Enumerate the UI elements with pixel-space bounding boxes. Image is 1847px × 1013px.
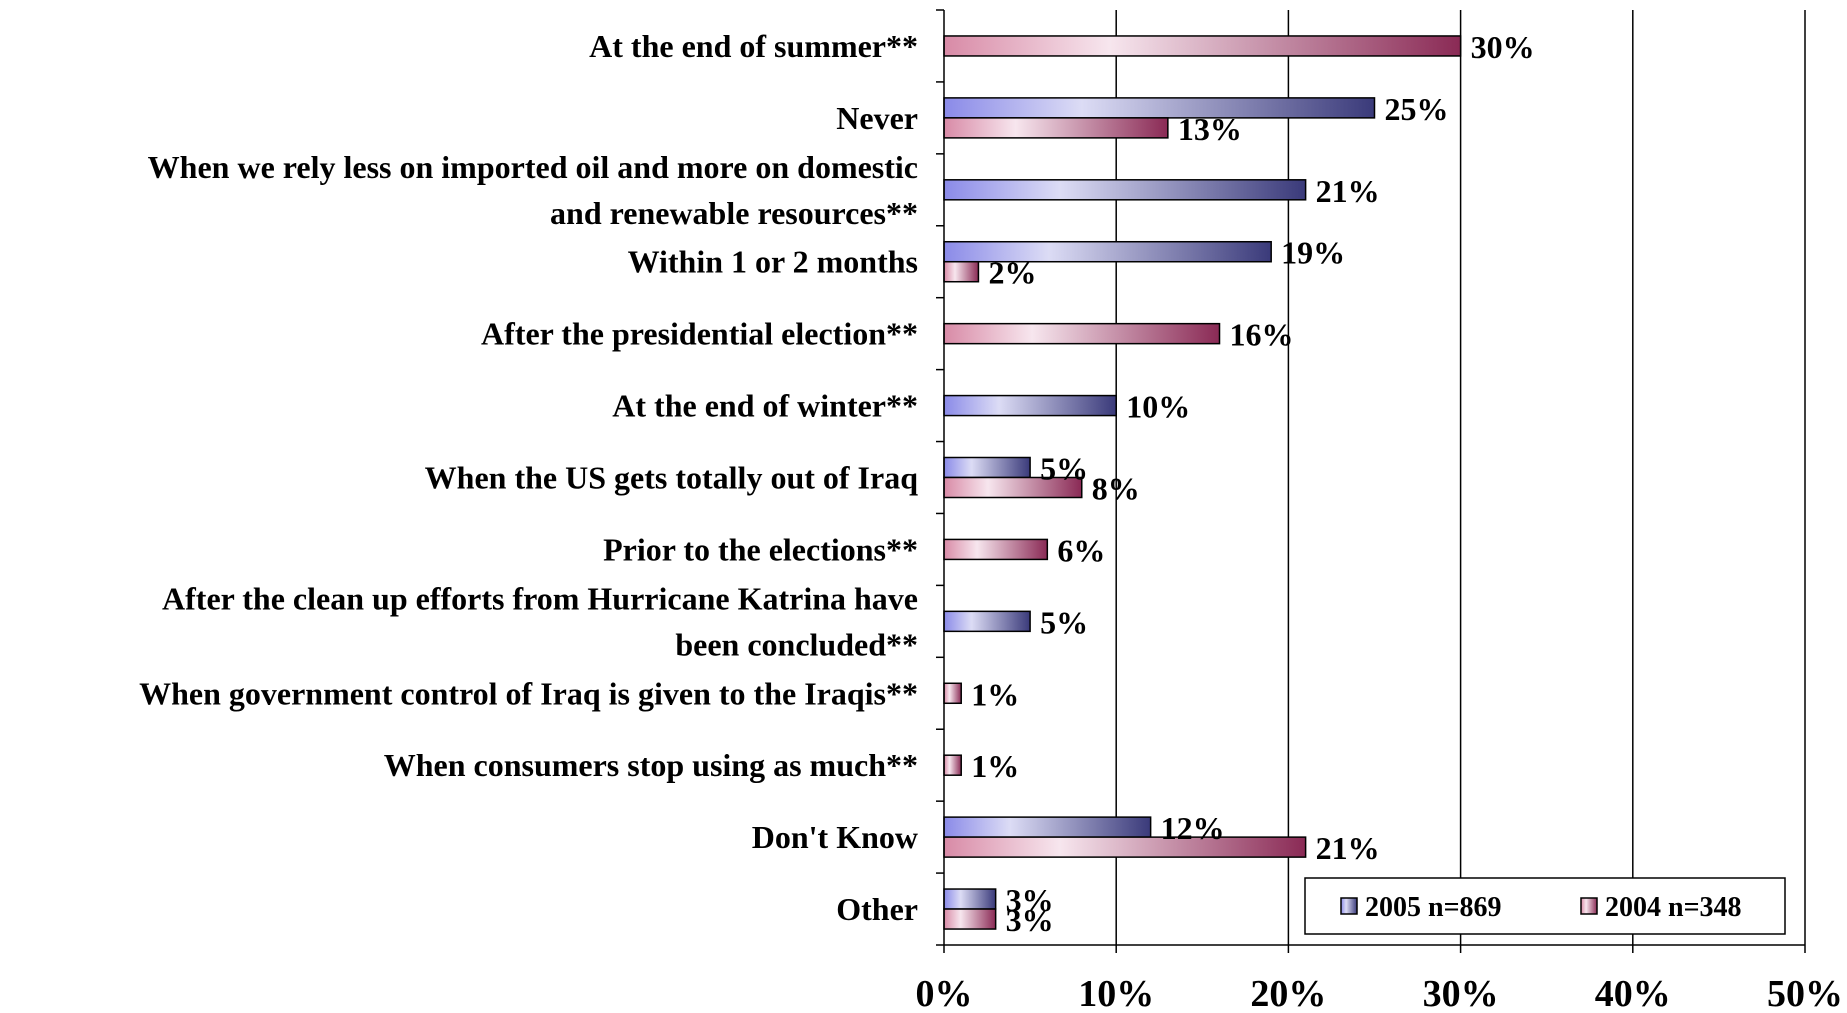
value-label: 16% bbox=[1230, 317, 1294, 353]
value-label: 8% bbox=[1092, 471, 1140, 507]
axis bbox=[936, 9, 1806, 953]
value-label: 3% bbox=[1006, 882, 1054, 918]
legend-label: 2004 n=348 bbox=[1605, 892, 1742, 923]
value-label: 12% bbox=[1161, 810, 1225, 846]
category-label: At the end of winter** bbox=[612, 388, 918, 424]
bar bbox=[943, 538, 1049, 561]
value-label: 5% bbox=[1040, 451, 1088, 487]
category-label: When consumers stop using as much** bbox=[384, 747, 918, 783]
value-label: 2% bbox=[988, 255, 1036, 291]
bar bbox=[943, 836, 1307, 858]
value-label: 19% bbox=[1281, 235, 1345, 271]
category-label: When government control of Iraq is given… bbox=[139, 675, 918, 711]
legend-box bbox=[1304, 877, 1786, 935]
bar bbox=[943, 97, 1376, 119]
value-label: 6% bbox=[1057, 532, 1105, 568]
bar bbox=[943, 394, 1117, 417]
value-label: 21% bbox=[1316, 173, 1380, 209]
value-label: 30% bbox=[1471, 29, 1535, 65]
value-label: 3% bbox=[1006, 902, 1054, 938]
x-tick-labels: 0% 10% 20% 30% 40% 50% bbox=[916, 973, 1844, 1013]
legend-swatch bbox=[1340, 897, 1358, 915]
legend-swatch bbox=[1580, 897, 1598, 915]
category-label: After the presidential election** bbox=[481, 316, 918, 352]
value-label: 21% bbox=[1316, 830, 1380, 866]
bar bbox=[943, 456, 1031, 479]
value-label: 1% bbox=[971, 676, 1019, 712]
bar bbox=[943, 260, 980, 283]
value-label: 13% bbox=[1178, 111, 1242, 147]
category-label: Don't Know bbox=[752, 819, 918, 855]
category-label: Never bbox=[836, 100, 918, 136]
bar bbox=[943, 816, 1152, 838]
legend: 2005 n=869 2004 n=348 bbox=[1304, 877, 1786, 935]
x-tick-label: 30% bbox=[1423, 973, 1499, 1013]
x-tick-label: 40% bbox=[1595, 973, 1671, 1013]
bars bbox=[943, 35, 1462, 930]
category-label: Prior to the elections** bbox=[603, 531, 918, 567]
category-label: Within 1 or 2 months bbox=[628, 244, 918, 280]
category-label: When the US gets totally out of Iraq bbox=[425, 460, 919, 496]
bar bbox=[943, 888, 997, 910]
legend-label: 2005 n=869 bbox=[1365, 892, 1502, 923]
category-label: Other bbox=[836, 891, 918, 927]
value-label: 5% bbox=[1040, 604, 1088, 640]
value-labels: 30%25%13%21%19%2%16%10%5%8%6%5%1%1%12%21… bbox=[971, 29, 1534, 938]
bar bbox=[943, 117, 1169, 139]
bar bbox=[943, 610, 1031, 633]
category-labels: At the end of summer** Never When we rely … bbox=[139, 28, 918, 927]
bar bbox=[943, 682, 962, 705]
category-label: After the clean up efforts from Hurrican… bbox=[162, 580, 918, 616]
value-label: 10% bbox=[1126, 389, 1190, 425]
category-label: When we rely less on imported oil and mo… bbox=[148, 149, 918, 185]
category-label: At the end of summer** bbox=[589, 28, 918, 64]
gridlines bbox=[1115, 10, 1806, 945]
category-label: been concluded** bbox=[675, 626, 918, 662]
x-tick-label: 20% bbox=[1250, 973, 1326, 1013]
bar bbox=[943, 35, 1462, 57]
bar bbox=[943, 908, 997, 930]
x-tick-label: 0% bbox=[916, 973, 973, 1013]
value-label: 25% bbox=[1385, 91, 1449, 127]
category-label: and renewable resources** bbox=[550, 195, 918, 231]
x-tick-label: 10% bbox=[1078, 973, 1154, 1013]
x-tick-label: 50% bbox=[1767, 973, 1843, 1013]
bar bbox=[943, 322, 1221, 345]
bar bbox=[943, 754, 962, 776]
bar bbox=[943, 179, 1307, 201]
value-label: 1% bbox=[971, 748, 1019, 784]
